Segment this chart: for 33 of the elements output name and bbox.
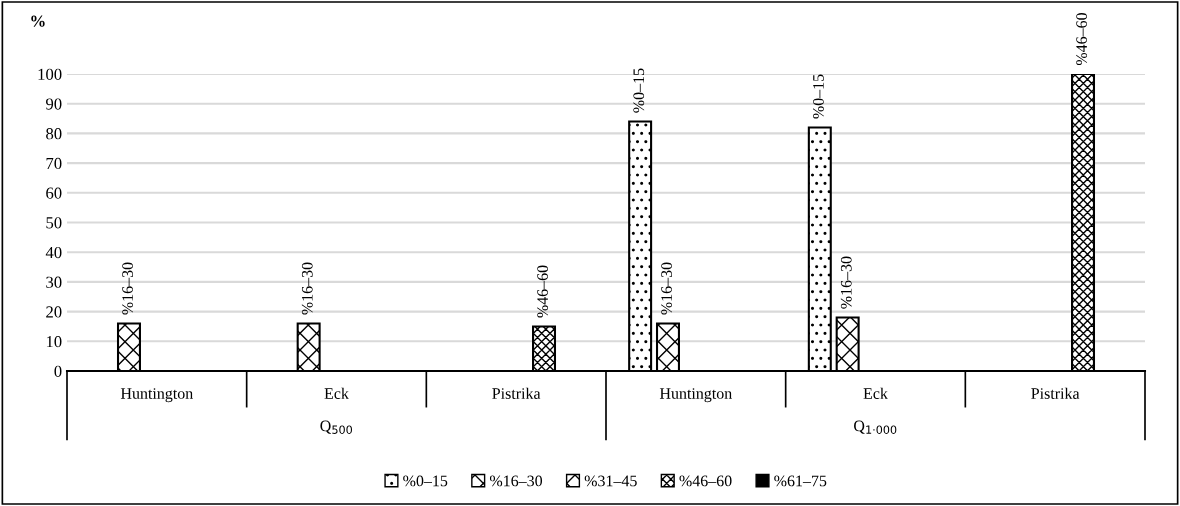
y-tick-label: 30 <box>46 276 62 288</box>
y-tick-label: 20 <box>46 306 62 318</box>
text: %0–15 <box>813 74 824 119</box>
text: %16–30 <box>661 262 673 315</box>
x-tick-label: Eck <box>863 387 888 399</box>
legend-label: %0–15 <box>403 475 448 487</box>
y-tick-label: 60 <box>46 187 62 199</box>
legend-label: %16–30 <box>489 475 543 487</box>
y-tick-label: 50 <box>46 217 62 229</box>
legend-label: %31–45 <box>584 475 637 487</box>
x-tick-label: Eck <box>324 387 349 399</box>
y-tick-label: 10 <box>46 336 62 348</box>
text: %16–30 <box>301 262 313 315</box>
x-tick-label: Huntington <box>659 388 732 403</box>
y-tick-label: 80 <box>46 128 62 140</box>
y-tick-label: 90 <box>46 98 62 110</box>
text: Q$_{1·000}$ <box>854 420 897 434</box>
y-tick-label: 100 <box>38 68 62 80</box>
y-tick-label: 70 <box>46 157 62 170</box>
text: %0–15 <box>633 68 645 113</box>
text: %46–60 <box>1076 13 1088 66</box>
text: Q$_{500}$ <box>320 420 353 434</box>
legend-label: %61–75 <box>774 475 827 487</box>
y-tick-label: 0 <box>54 365 62 377</box>
text: %46–60 <box>537 265 549 318</box>
y-axis-title: % <box>31 15 45 27</box>
text: %16–30 <box>840 256 852 309</box>
y-tick-label: 40 <box>45 246 62 259</box>
x-tick-label: Pistrika <box>492 387 541 399</box>
legend-label: %46–60 <box>679 475 732 487</box>
x-tick-label: Pistrika <box>1031 387 1080 399</box>
text: %16–30 <box>122 262 134 315</box>
x-tick-label: Huntington <box>120 388 193 403</box>
